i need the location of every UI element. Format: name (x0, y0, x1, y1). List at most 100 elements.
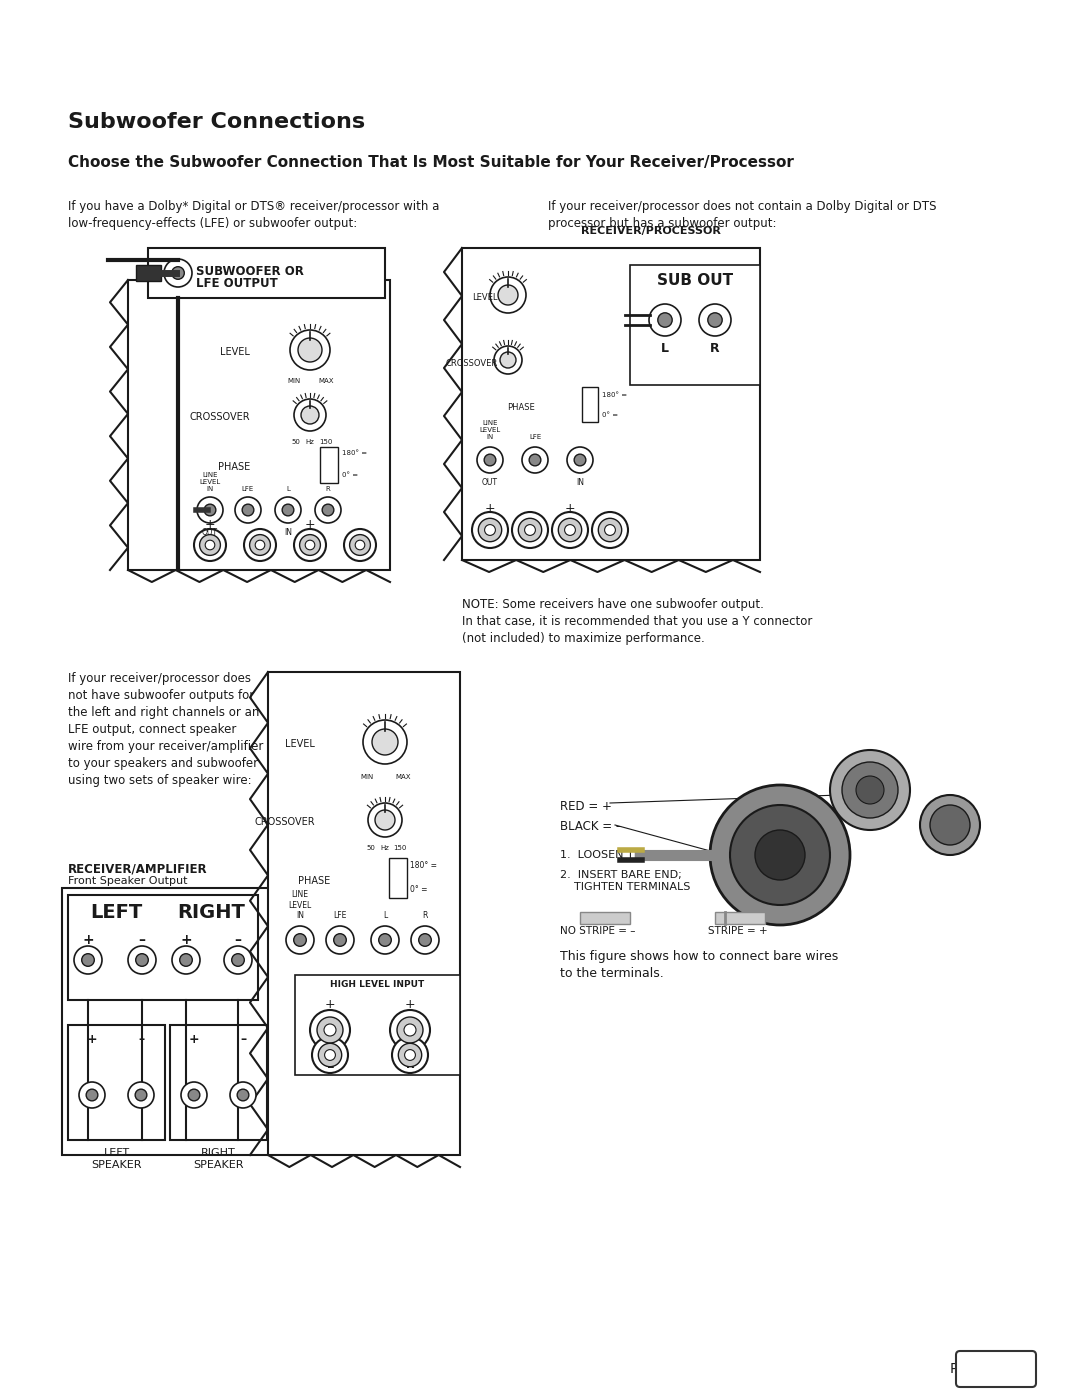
Circle shape (500, 352, 516, 367)
Text: LEFT
SPEAKER: LEFT SPEAKER (91, 1148, 141, 1169)
Circle shape (255, 541, 265, 550)
Text: L: L (383, 911, 387, 921)
Bar (320, 447, 338, 483)
Bar (136, 265, 161, 281)
Circle shape (310, 1010, 350, 1051)
Text: LEVEL: LEVEL (473, 293, 498, 303)
Text: LFE: LFE (529, 434, 541, 440)
Text: Front Speaker Output: Front Speaker Output (68, 876, 188, 886)
Bar (389, 858, 407, 898)
Circle shape (299, 535, 321, 556)
Circle shape (649, 305, 681, 337)
Circle shape (707, 313, 723, 327)
Circle shape (575, 454, 585, 465)
Circle shape (397, 1017, 423, 1044)
Circle shape (79, 1083, 105, 1108)
Text: MIN: MIN (287, 379, 300, 384)
Circle shape (291, 330, 330, 370)
Text: CROSSOVER: CROSSOVER (446, 359, 498, 367)
Circle shape (494, 346, 522, 374)
Bar (268, 672, 460, 1155)
Circle shape (842, 761, 897, 819)
Circle shape (179, 954, 192, 967)
Circle shape (200, 535, 220, 556)
Text: CROSSOVER: CROSSOVER (255, 817, 315, 827)
Circle shape (490, 277, 526, 313)
Circle shape (129, 946, 156, 974)
Text: LINE
LEVEL
IN: LINE LEVEL IN (480, 420, 501, 440)
Circle shape (312, 1037, 348, 1073)
Circle shape (172, 946, 200, 974)
Text: If your receiver/processor does not contain a Dolby Digital or DTS
processor but: If your receiver/processor does not cont… (548, 200, 936, 231)
Circle shape (238, 1090, 248, 1101)
Text: +: + (325, 999, 335, 1011)
Circle shape (244, 529, 276, 562)
Circle shape (699, 305, 731, 337)
Text: +: + (180, 933, 192, 947)
Bar (580, 912, 630, 923)
Circle shape (286, 926, 314, 954)
Circle shape (605, 525, 616, 535)
Circle shape (298, 338, 322, 362)
Bar (62, 888, 275, 1155)
Text: IN: IN (576, 478, 584, 488)
Text: 0° =: 0° = (342, 472, 359, 478)
Text: Hz: Hz (380, 845, 390, 851)
Circle shape (350, 535, 370, 556)
Circle shape (392, 1037, 428, 1073)
Circle shape (518, 518, 542, 542)
Bar (462, 249, 760, 560)
Circle shape (930, 805, 970, 845)
Text: Choose the Subwoofer Connection That Is Most Suitable for Your Receiver/Processo: Choose the Subwoofer Connection That Is … (68, 155, 794, 170)
Circle shape (512, 511, 548, 548)
Text: LINE
LEVEL
IN: LINE LEVEL IN (288, 890, 312, 921)
Text: +: + (405, 999, 416, 1011)
Text: +: + (485, 502, 496, 514)
Circle shape (598, 518, 622, 542)
Circle shape (498, 285, 518, 305)
Text: 2.  INSERT BARE END;
    TIGHTEN TERMINALS: 2. INSERT BARE END; TIGHTEN TERMINALS (561, 870, 690, 891)
Text: 150: 150 (320, 439, 333, 446)
Circle shape (920, 795, 980, 855)
Text: PHASE: PHASE (218, 462, 249, 472)
Circle shape (325, 1049, 336, 1060)
Circle shape (181, 1083, 207, 1108)
Circle shape (411, 926, 438, 954)
Text: LEFT: LEFT (90, 902, 143, 922)
Text: R: R (326, 486, 330, 492)
Text: –: – (138, 1032, 144, 1046)
Circle shape (355, 541, 365, 550)
Circle shape (242, 504, 254, 515)
Circle shape (326, 926, 354, 954)
Circle shape (75, 946, 102, 974)
Circle shape (565, 525, 576, 535)
Circle shape (390, 1010, 430, 1051)
Bar (295, 975, 460, 1076)
Circle shape (301, 407, 319, 425)
Text: +: + (565, 502, 576, 514)
Circle shape (294, 400, 326, 432)
Bar (68, 895, 258, 1000)
Circle shape (567, 447, 593, 474)
Text: R: R (711, 342, 719, 355)
Text: PHASE: PHASE (508, 404, 535, 412)
Circle shape (831, 750, 910, 830)
Text: LFE: LFE (334, 911, 347, 921)
Text: RECEIVER/AMPLIFIER: RECEIVER/AMPLIFIER (68, 862, 207, 875)
Text: 50: 50 (292, 439, 300, 446)
Circle shape (188, 1090, 200, 1101)
Text: LFE OUTPUT: LFE OUTPUT (195, 277, 278, 291)
Circle shape (172, 267, 185, 279)
Text: HIGH LEVEL INPUT: HIGH LEVEL INPUT (330, 981, 424, 989)
Text: +: + (305, 518, 315, 531)
Text: 0° =: 0° = (602, 412, 618, 418)
Circle shape (315, 497, 341, 522)
Text: 150: 150 (393, 845, 407, 851)
Text: IN: IN (284, 528, 292, 536)
Circle shape (322, 504, 334, 515)
Circle shape (194, 529, 226, 562)
Circle shape (249, 535, 270, 556)
Text: 5: 5 (993, 1362, 1001, 1376)
Circle shape (372, 926, 399, 954)
Bar (630, 265, 760, 386)
